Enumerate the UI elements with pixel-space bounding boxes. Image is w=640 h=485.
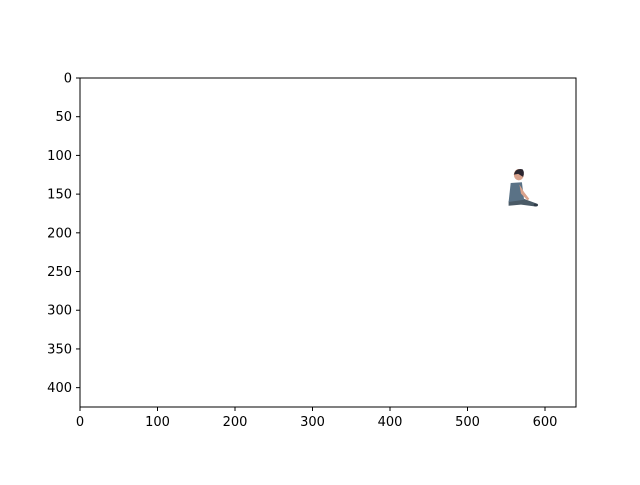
x-tick-label: 400 (378, 415, 403, 430)
x-tick-label: 600 (533, 415, 558, 430)
plot-area (80, 78, 576, 407)
hair-shape (513, 169, 524, 177)
x-tick-label: 0 (76, 415, 84, 430)
image-content (508, 168, 539, 207)
foot-shape (533, 203, 539, 207)
y-tick-label: 350 (47, 342, 72, 357)
y-tick-label: 300 (47, 304, 72, 319)
x-tick-label: 100 (145, 415, 170, 430)
y-tick-label: 400 (47, 381, 72, 396)
y-tick-label: 150 (47, 188, 72, 203)
arm-shape (519, 184, 530, 201)
x-tick-label: 300 (300, 415, 325, 430)
y-tick-label: 200 (47, 226, 72, 241)
y-tick-label: 100 (47, 149, 72, 164)
y-tick-label: 50 (55, 110, 72, 125)
y-tick-label: 0 (64, 72, 72, 87)
y-axis: 0 50 100 150 200 250 300 350 400 (47, 72, 80, 396)
x-tick-label: 500 (455, 415, 480, 430)
axes-frame (79, 77, 577, 408)
x-axis: 0 100 200 300 400 500 600 (76, 407, 558, 430)
y-tick-label: 250 (47, 265, 72, 280)
seated-person-figure (508, 168, 539, 207)
x-tick-label: 200 (223, 415, 248, 430)
